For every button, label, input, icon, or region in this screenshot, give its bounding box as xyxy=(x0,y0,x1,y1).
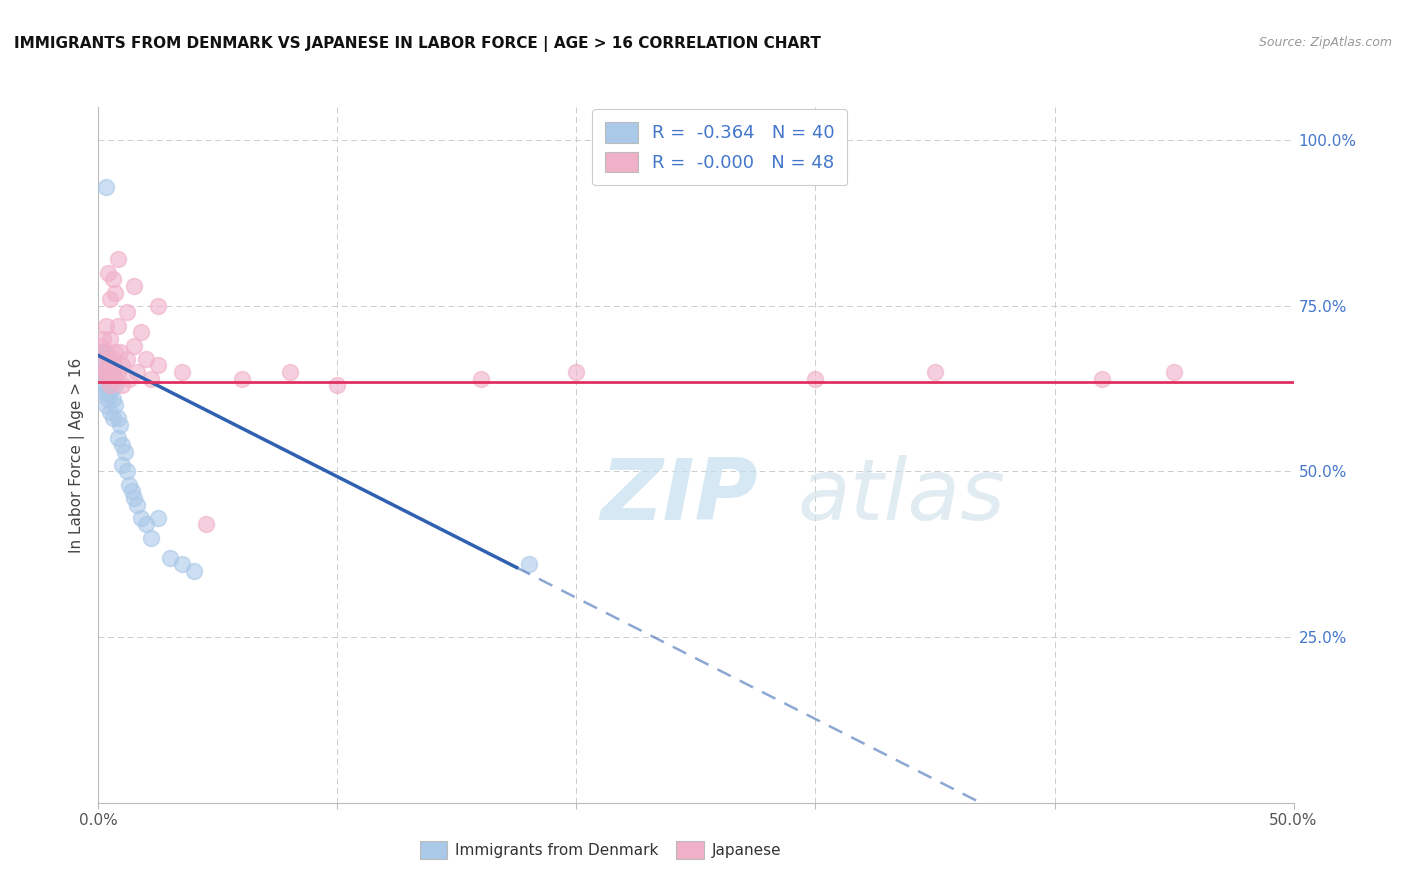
Point xyxy=(94,365,117,379)
Point xyxy=(1163,365,1185,379)
Point xyxy=(107,411,129,425)
Point xyxy=(139,531,162,545)
Point xyxy=(115,465,138,479)
Point xyxy=(97,372,120,386)
Point xyxy=(124,279,146,293)
Point xyxy=(148,299,170,313)
Point xyxy=(115,351,138,366)
Point xyxy=(97,351,120,366)
Point xyxy=(124,491,146,505)
Point xyxy=(111,458,134,472)
Point xyxy=(90,338,112,352)
Point xyxy=(326,378,349,392)
Point xyxy=(94,384,117,399)
Text: ZIP: ZIP xyxy=(600,455,758,538)
Point xyxy=(94,345,117,359)
Point xyxy=(118,372,141,386)
Point xyxy=(183,564,205,578)
Point xyxy=(97,372,120,386)
Point xyxy=(125,498,148,512)
Point xyxy=(172,558,194,572)
Point xyxy=(101,272,124,286)
Point xyxy=(101,392,124,406)
Point xyxy=(91,365,114,379)
Point xyxy=(111,438,134,452)
Point xyxy=(470,372,492,386)
Point xyxy=(148,359,170,373)
Point xyxy=(98,292,122,306)
Point xyxy=(91,345,114,359)
Point xyxy=(172,365,194,379)
Point xyxy=(131,511,153,525)
Point xyxy=(98,365,122,379)
Point xyxy=(139,372,162,386)
Point xyxy=(108,418,131,433)
Point xyxy=(114,444,136,458)
Point xyxy=(104,345,127,359)
Point xyxy=(94,345,117,359)
Point xyxy=(111,378,134,392)
Point xyxy=(111,359,134,373)
Text: IMMIGRANTS FROM DENMARK VS JAPANESE IN LABOR FORCE | AGE > 16 CORRELATION CHART: IMMIGRANTS FROM DENMARK VS JAPANESE IN L… xyxy=(14,36,821,52)
Point xyxy=(90,378,112,392)
Point xyxy=(104,372,127,386)
Point xyxy=(104,398,127,412)
Point xyxy=(135,517,157,532)
Point xyxy=(924,365,946,379)
Point xyxy=(101,365,124,379)
Y-axis label: In Labor Force | Age > 16: In Labor Force | Age > 16 xyxy=(69,358,86,552)
Point xyxy=(124,338,146,352)
Point xyxy=(101,372,124,386)
Point xyxy=(278,365,301,379)
Point xyxy=(98,384,122,399)
Point xyxy=(107,318,129,333)
Point xyxy=(98,332,122,346)
Point xyxy=(90,365,112,379)
Point xyxy=(148,511,170,525)
Point xyxy=(131,326,153,340)
Point xyxy=(101,351,124,366)
Point xyxy=(118,477,141,491)
Point xyxy=(115,305,138,319)
Point xyxy=(90,359,112,373)
Point xyxy=(98,405,122,419)
Point xyxy=(104,285,127,300)
Point xyxy=(107,252,129,267)
Point xyxy=(107,365,129,379)
Point xyxy=(108,345,131,359)
Point xyxy=(98,378,122,392)
Point xyxy=(1091,372,1114,386)
Point xyxy=(107,431,129,445)
Point xyxy=(231,372,253,386)
Point xyxy=(517,558,540,572)
Point xyxy=(97,266,120,280)
Point xyxy=(104,378,127,392)
Point xyxy=(91,359,114,373)
Legend: Immigrants from Denmark, Japanese: Immigrants from Denmark, Japanese xyxy=(413,835,787,864)
Point xyxy=(98,359,122,373)
Point xyxy=(94,318,117,333)
Point xyxy=(97,392,120,406)
Point xyxy=(121,484,143,499)
Point xyxy=(804,372,827,386)
Point xyxy=(565,365,588,379)
Text: Source: ZipAtlas.com: Source: ZipAtlas.com xyxy=(1258,36,1392,49)
Point xyxy=(91,332,114,346)
Point xyxy=(94,398,117,412)
Point xyxy=(94,179,117,194)
Point xyxy=(97,351,120,366)
Point xyxy=(135,351,157,366)
Point xyxy=(195,517,218,532)
Point xyxy=(101,411,124,425)
Point xyxy=(125,365,148,379)
Point xyxy=(159,550,181,565)
Text: atlas: atlas xyxy=(797,455,1005,538)
Point xyxy=(91,384,114,399)
Point xyxy=(94,365,117,379)
